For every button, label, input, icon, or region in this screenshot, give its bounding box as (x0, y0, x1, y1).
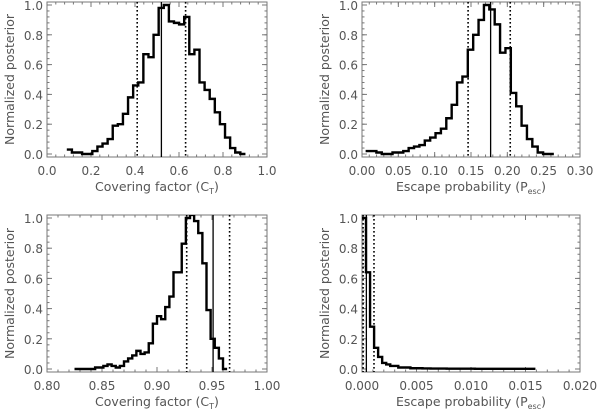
y-tick-label: 0.8 (24, 242, 43, 256)
y-tick-label: 0.6 (339, 272, 358, 286)
y-tick-label: 0.8 (339, 29, 358, 43)
y-tick-label: 0.4 (339, 303, 358, 317)
x-tick-label: 0.95 (199, 379, 226, 393)
panel-escape-probability-bottom: 0.000 0.005 0.010 0.015 0.020 0.0 0.2 0.4 0.6 0.8… (317, 212, 597, 411)
y-axis-title: Normalized posterior (317, 13, 332, 145)
x-tick-label: 0.2 (81, 164, 100, 178)
x-tick-label: 0.000 (345, 379, 379, 393)
x-tick-label: 0.05 (385, 164, 412, 178)
x-tick-label: 0.30 (567, 164, 594, 178)
y-axis-title: Normalized posterior (2, 227, 17, 359)
y-tick-label: 0.0 (24, 148, 43, 162)
y-tick-label: 0.6 (339, 59, 358, 73)
x-axis-title: Escape probability (Pesc) (396, 179, 546, 196)
y-tick-label: 0.0 (339, 363, 358, 377)
plot-frame (46, 214, 268, 373)
posterior-histogram (362, 216, 536, 371)
x-tick-label: 0.15 (458, 164, 485, 178)
y-tick-label: 1.0 (339, 212, 358, 226)
y-tick-label: 0.4 (339, 88, 358, 102)
x-tick-label: 0.010 (454, 379, 488, 393)
panel-escape-probability-top: 0.00 0.05 0.10 0.15 0.20 0.25 0.30 0.0 0.2 0.4 0.6… (317, 0, 593, 196)
plot-frame (46, 1, 268, 158)
x-axis-title: Covering factor (CT) (95, 394, 219, 411)
x-tick-label: 0.20 (494, 164, 521, 178)
panel-covering-factor-bottom: 0.80 0.85 0.90 0.95 1.00 0.0 0.2 0.4 0.6 0.8 1.0 Co… (2, 212, 280, 411)
x-tick-label: 0.015 (508, 379, 542, 393)
y-tick-label: 0.0 (24, 363, 43, 377)
plot-frame (361, 1, 581, 158)
posterior-histogram (66, 3, 246, 156)
y-tick-label: 0.2 (339, 118, 358, 132)
plot-frame (361, 214, 581, 373)
y-tick-label: 0.2 (24, 118, 43, 132)
x-axis-title: Escape probability (Pesc) (396, 394, 546, 411)
y-tick-label: 0.8 (339, 242, 358, 256)
posterior-histogram (74, 215, 228, 371)
x-tick-label: 0.10 (421, 164, 448, 178)
x-tick-label: 0.0 (37, 164, 56, 178)
x-tick-label: 0.80 (34, 379, 61, 393)
y-tick-label: 1.0 (24, 212, 43, 226)
y-tick-label: 1.0 (24, 0, 43, 13)
y-tick-label: 1.0 (339, 0, 358, 13)
y-axis-title: Normalized posterior (317, 227, 332, 359)
posterior-histogram (365, 3, 554, 156)
x-axis-title: Covering factor (CT) (95, 179, 219, 196)
x-tick-label: 1.00 (254, 379, 281, 393)
x-tick-label: 0.4 (125, 164, 144, 178)
y-tick-label: 0.6 (24, 272, 43, 286)
x-tick-label: 0.8 (213, 164, 232, 178)
y-tick-label: 0.0 (339, 148, 358, 162)
y-tick-label: 0.6 (24, 59, 43, 73)
x-tick-label: 0.00 (349, 164, 376, 178)
y-tick-label: 0.4 (24, 303, 43, 317)
x-tick-label: 0.005 (399, 379, 433, 393)
panel-covering-factor-top: 0.0 0.2 0.4 0.6 0.8 1.0 0.0 0.2 0.4 0.6 0.8 1.0 Cove… (2, 0, 277, 196)
x-tick-label: 0.25 (530, 164, 557, 178)
y-tick-label: 0.2 (339, 333, 358, 347)
y-tick-label: 0.4 (24, 88, 43, 102)
y-tick-label: 0.2 (24, 333, 43, 347)
x-tick-label: 0.6 (169, 164, 188, 178)
x-tick-label: 0.020 (563, 379, 597, 393)
y-axis-title: Normalized posterior (2, 13, 17, 145)
y-tick-label: 0.8 (24, 29, 43, 43)
x-tick-label: 0.90 (144, 379, 171, 393)
x-tick-label: 1.0 (257, 164, 276, 178)
x-tick-label: 0.85 (89, 379, 116, 393)
